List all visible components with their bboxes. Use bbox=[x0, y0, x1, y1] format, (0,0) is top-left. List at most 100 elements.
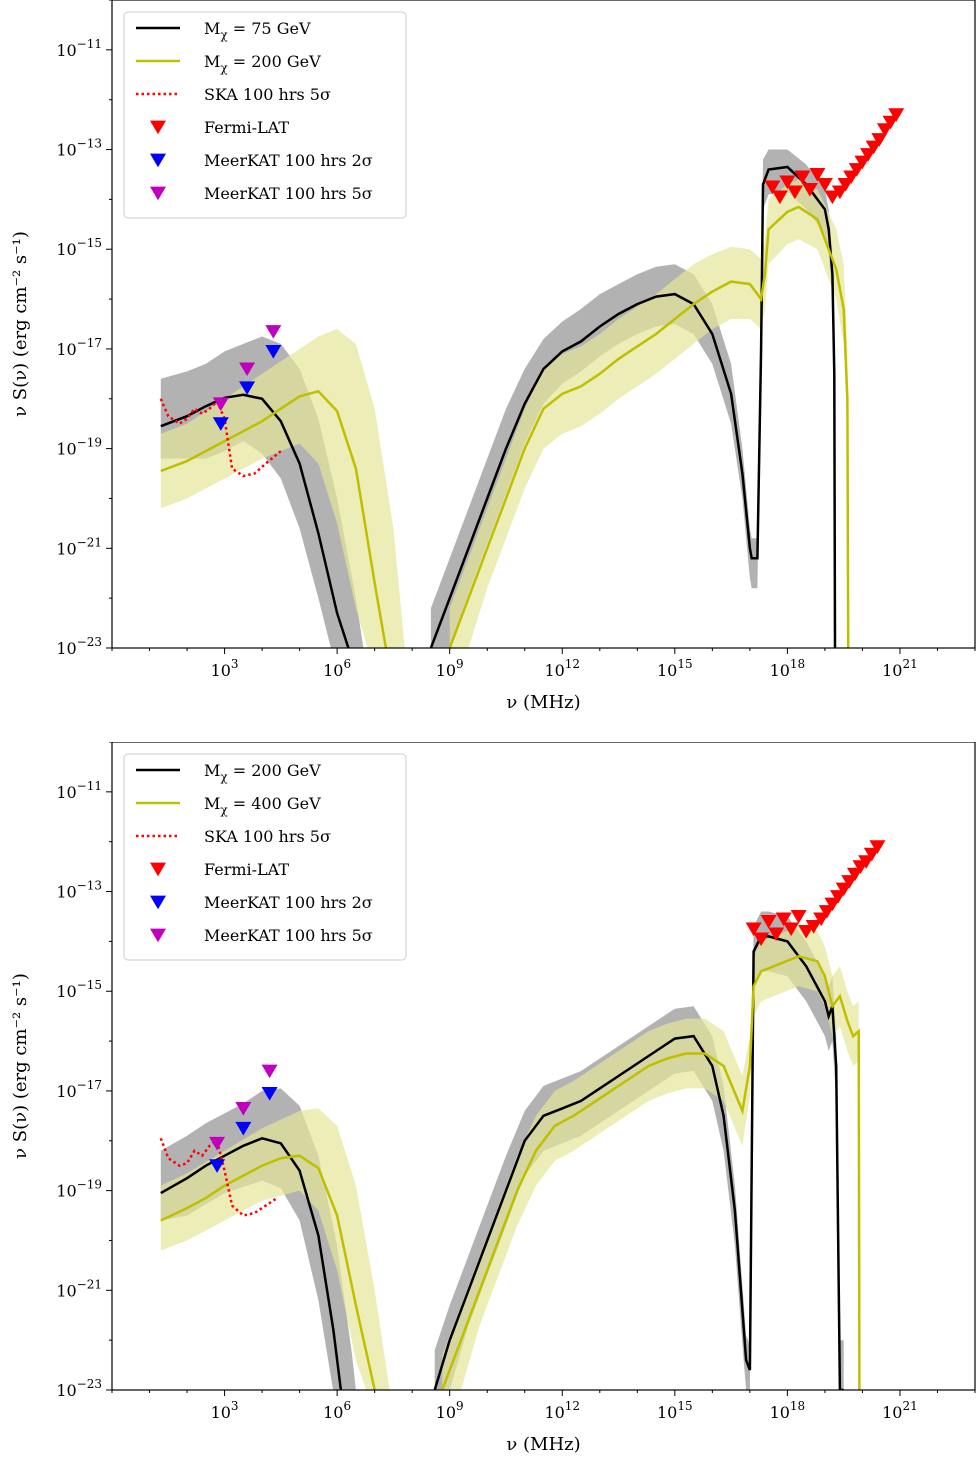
marker-fermi-lat-18 bbox=[863, 847, 880, 862]
marker-meerkat-100-hrs-2--2 bbox=[261, 1087, 278, 1101]
marker-fermi-lat-5 bbox=[801, 183, 818, 197]
marker-fermi-lat-7 bbox=[816, 178, 833, 192]
band-low-1 bbox=[160, 1108, 390, 1390]
legend-handle-3 bbox=[150, 862, 166, 877]
legend-box bbox=[123, 11, 407, 219]
x-tick-label-4: 1015 bbox=[657, 657, 693, 680]
x-tick-label-0: 103 bbox=[211, 657, 239, 680]
marker-meerkat-100-hrs-2--1 bbox=[235, 1121, 252, 1136]
y-tick-label-4: 10−19 bbox=[56, 436, 102, 459]
chart-bottom-svg: 103 106 109 1012 1015 1018 1021 10−11 10−13 10−15… bbox=[10, 742, 976, 1455]
x-tick-label-2: 109 bbox=[436, 1399, 464, 1422]
marker-fermi-lat-8 bbox=[805, 920, 822, 934]
marker-fermi-lat-5 bbox=[783, 922, 800, 937]
legend: Mχ = 200 GeV Mχ = 400 GeV SKA 100 hrs 5σ Fe… bbox=[123, 753, 407, 961]
x-axis-label: ν (MHz) bbox=[506, 692, 580, 713]
y-axis-label: ν S(ν) (erg cm⁻² s⁻¹) bbox=[10, 231, 31, 417]
chart-bottom: 103 106 109 1012 1015 1018 1021 10−11 10−13 10−15… bbox=[0, 742, 979, 1484]
legend-label-4: MeerKAT 100 hrs 2σ bbox=[204, 893, 373, 912]
x-tick-label-0: 103 bbox=[211, 1399, 239, 1422]
legend-label-5: MeerKAT 100 hrs 5σ bbox=[204, 184, 373, 203]
legend-label-1: Mχ = 400 GeV bbox=[204, 794, 321, 817]
marker-meerkat-100-hrs-5--2 bbox=[261, 1064, 278, 1079]
marker-fermi-lat-13 bbox=[835, 882, 852, 897]
marker-fermi-lat-14 bbox=[860, 148, 877, 162]
y-tick-label-6: 10−23 bbox=[56, 635, 102, 658]
x-tick-label-3: 1012 bbox=[544, 1399, 580, 1422]
x-tick-label-4: 1015 bbox=[657, 1399, 693, 1422]
marker-fermi-lat-2 bbox=[760, 915, 777, 929]
legend-label-3: Fermi-LAT bbox=[204, 860, 289, 879]
marker-fermi-lat-12 bbox=[830, 890, 847, 904]
legend-handle-5 bbox=[150, 928, 166, 943]
marker-fermi-lat-9 bbox=[831, 185, 848, 200]
chart-top: 103 106 109 1012 1015 1018 1021 10−11 10−13 10−15… bbox=[10, 0, 976, 713]
marker-meerkat-100-hrs-5--2 bbox=[265, 325, 282, 339]
legend-handle-4 bbox=[150, 895, 166, 910]
series-line-high-1 bbox=[448, 205, 850, 648]
marker-fermi-lat-1 bbox=[771, 190, 788, 205]
marker-fermi-lat-10 bbox=[837, 178, 854, 192]
legend-label-0: Mχ = 200 GeV bbox=[204, 761, 321, 784]
series-line-high-0 bbox=[433, 935, 844, 1390]
marker-meerkat-100-hrs-5--1 bbox=[239, 362, 256, 377]
y-tick-label-3: 10−17 bbox=[56, 1078, 102, 1101]
y-tick-label-3: 10−17 bbox=[56, 336, 102, 359]
marker-fermi-lat-4 bbox=[794, 170, 811, 185]
y-tick-label-2: 10−15 bbox=[56, 978, 102, 1001]
plot-area bbox=[159, 108, 905, 648]
marker-fermi-lat-19 bbox=[869, 840, 886, 854]
marker-fermi-lat-7 bbox=[798, 925, 815, 939]
x-tick-label-1: 106 bbox=[323, 1399, 351, 1422]
marker-fermi-lat-0 bbox=[764, 180, 781, 195]
marker-fermi-lat-3 bbox=[768, 927, 785, 942]
legend-label-1: Mχ = 200 GeV bbox=[204, 52, 321, 75]
marker-meerkat-100-hrs-2--0 bbox=[209, 1159, 226, 1173]
marker-fermi-lat-15 bbox=[865, 140, 882, 155]
marker-fermi-lat-6 bbox=[809, 168, 826, 182]
marker-fermi-lat-9 bbox=[813, 912, 830, 927]
band-high-1 bbox=[442, 926, 860, 1390]
marker-fermi-lat-11 bbox=[843, 170, 860, 185]
marker-fermi-lat-0 bbox=[745, 922, 762, 937]
band-high-1 bbox=[449, 179, 849, 648]
plot-area bbox=[159, 840, 886, 1390]
band-high-0 bbox=[430, 149, 835, 648]
x-axis-label: ν (MHz) bbox=[506, 1434, 580, 1455]
legend-label-4: MeerKAT 100 hrs 2σ bbox=[204, 151, 373, 170]
legend-handle-3 bbox=[150, 120, 166, 135]
y-tick-label-1: 10−13 bbox=[56, 137, 102, 160]
marker-fermi-lat-19 bbox=[888, 108, 905, 122]
marker-fermi-lat-17 bbox=[876, 123, 893, 137]
y-tick-label-5: 10−21 bbox=[56, 535, 102, 558]
marker-fermi-lat-12 bbox=[848, 163, 865, 177]
x-tick-label-3: 1012 bbox=[544, 657, 580, 680]
series-line-high-1 bbox=[441, 954, 861, 1390]
legend-handle-5 bbox=[150, 186, 166, 201]
marker-fermi-lat-16 bbox=[871, 133, 888, 147]
legend-label-0: Mχ = 75 GeV bbox=[204, 19, 311, 42]
axes-frame bbox=[111, 742, 976, 1391]
legend-label-3: Fermi-LAT bbox=[204, 118, 289, 137]
marker-meerkat-100-hrs-5--0 bbox=[209, 1136, 226, 1151]
marker-fermi-lat-8 bbox=[824, 190, 841, 205]
x-tick-label-5: 1018 bbox=[770, 1399, 806, 1422]
x-tick-label-6: 1021 bbox=[882, 1399, 918, 1422]
marker-fermi-lat-3 bbox=[786, 185, 803, 200]
x-tick-label-6: 1021 bbox=[882, 657, 918, 680]
legend-label-5: MeerKAT 100 hrs 5σ bbox=[204, 926, 373, 945]
legend-label-2: SKA 100 hrs 5σ bbox=[204, 827, 331, 846]
y-tick-label-4: 10−19 bbox=[56, 1178, 102, 1201]
y-tick-label-6: 10−23 bbox=[56, 1377, 102, 1400]
marker-fermi-lat-14 bbox=[841, 875, 858, 889]
legend-handle-4 bbox=[150, 153, 166, 168]
marker-fermi-lat-10 bbox=[818, 905, 835, 919]
marker-fermi-lat-2 bbox=[779, 175, 796, 190]
marker-fermi-lat-15 bbox=[846, 867, 863, 882]
marker-meerkat-100-hrs-2--0 bbox=[212, 417, 229, 431]
y-tick-label-0: 10−11 bbox=[56, 779, 102, 802]
x-tick-label-1: 106 bbox=[323, 657, 351, 680]
y-tick-label-2: 10−15 bbox=[56, 236, 102, 259]
marker-fermi-lat-17 bbox=[858, 855, 875, 869]
legend-box bbox=[123, 753, 407, 961]
